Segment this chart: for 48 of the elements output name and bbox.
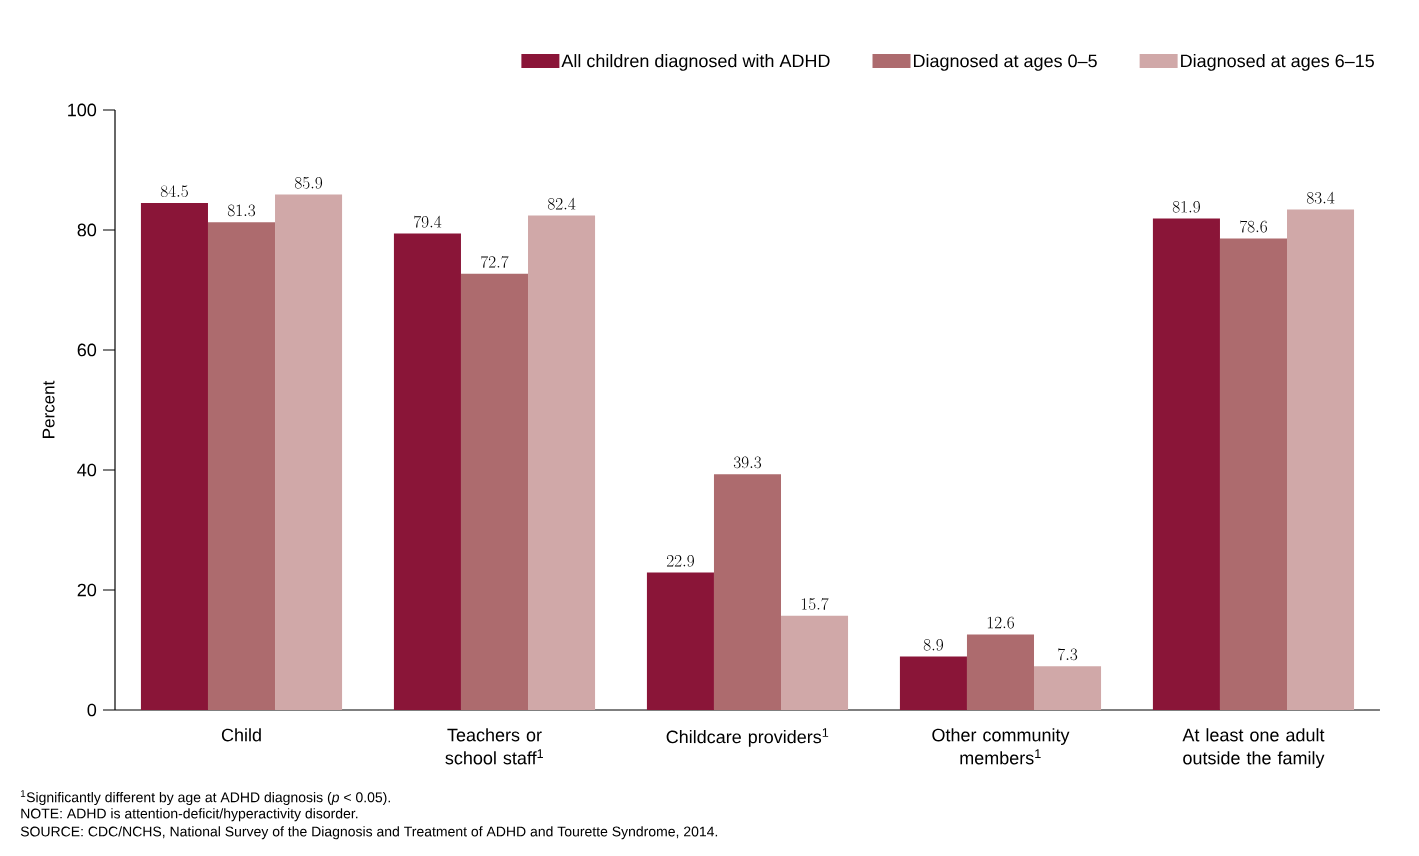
legend-label: All children diagnosed with ADHD (561, 54, 830, 71)
bar (899, 656, 967, 710)
data-label: 78.6 (1240, 220, 1267, 233)
source-note: SOURCE: CDC/NCHS, National Survey of the Diagnosis and Treatment of ADHD and Tourette Syndrome, 2014. (20, 826, 718, 840)
data-label: 83.4 (1306, 191, 1335, 204)
x-tick-label: Teachers or school staff$^{1}$ (445, 728, 543, 765)
text: NOTE: ADHD is attention-deficit/hyperactivity disorder. (21, 808, 358, 822)
bar (1219, 238, 1287, 710)
data-label: 79.4 (414, 215, 442, 228)
y-axis-title: Percent (42, 380, 55, 438)
bar (207, 222, 276, 710)
data-label: 72.7 (481, 255, 509, 268)
y-tick-label: 80 (77, 223, 97, 237)
bar (528, 215, 596, 710)
bar (275, 194, 343, 710)
x-tick-label: At least one adult outside the family (1182, 728, 1325, 768)
x-tick-label: Other community members$^{1}$ (932, 728, 1070, 765)
legend-label: Diagnosed at ages 6–15 (1181, 54, 1374, 71)
data-label: 15.7 (801, 597, 829, 610)
text: $^{1}$Significantly different by age at ADHD diagnosis (p < 0.05). (20, 790, 390, 806)
data-label: 22.9 (666, 555, 694, 567)
bar (460, 273, 529, 710)
data-label: 81 .9 (1172, 201, 1200, 213)
y-tick-label: 20 (77, 583, 97, 597)
data-label: 81 .3 (227, 204, 256, 217)
bar (1152, 218, 1220, 710)
bar (1034, 666, 1102, 710)
y-tick-label: 100 (68, 103, 97, 117)
bar (781, 615, 849, 710)
data-label: 8.9 (923, 639, 944, 651)
bar (140, 202, 208, 710)
y-tick-label: 60 (77, 343, 97, 357)
bar (966, 634, 1035, 710)
x-tick-label: Child (221, 728, 261, 742)
data-label: 39.3 (733, 456, 762, 469)
data-label: 7.3 (1058, 648, 1078, 661)
bar (393, 233, 461, 710)
x-tick-label: Childcare providers$^{1}$ (666, 728, 829, 747)
data-label: 12.6 (987, 616, 1015, 629)
data-label: 82.4 (547, 197, 576, 210)
y-tick-label: 40 (77, 463, 97, 477)
bar (1287, 209, 1355, 710)
data-label: 84.5 (160, 185, 188, 198)
bar (713, 474, 782, 710)
data-label: 85.9 (294, 177, 323, 189)
legend-label: Diagnosed at ages 0–5 (913, 54, 1097, 71)
bar (646, 572, 714, 710)
y-tick-label: 0 (87, 703, 97, 717)
